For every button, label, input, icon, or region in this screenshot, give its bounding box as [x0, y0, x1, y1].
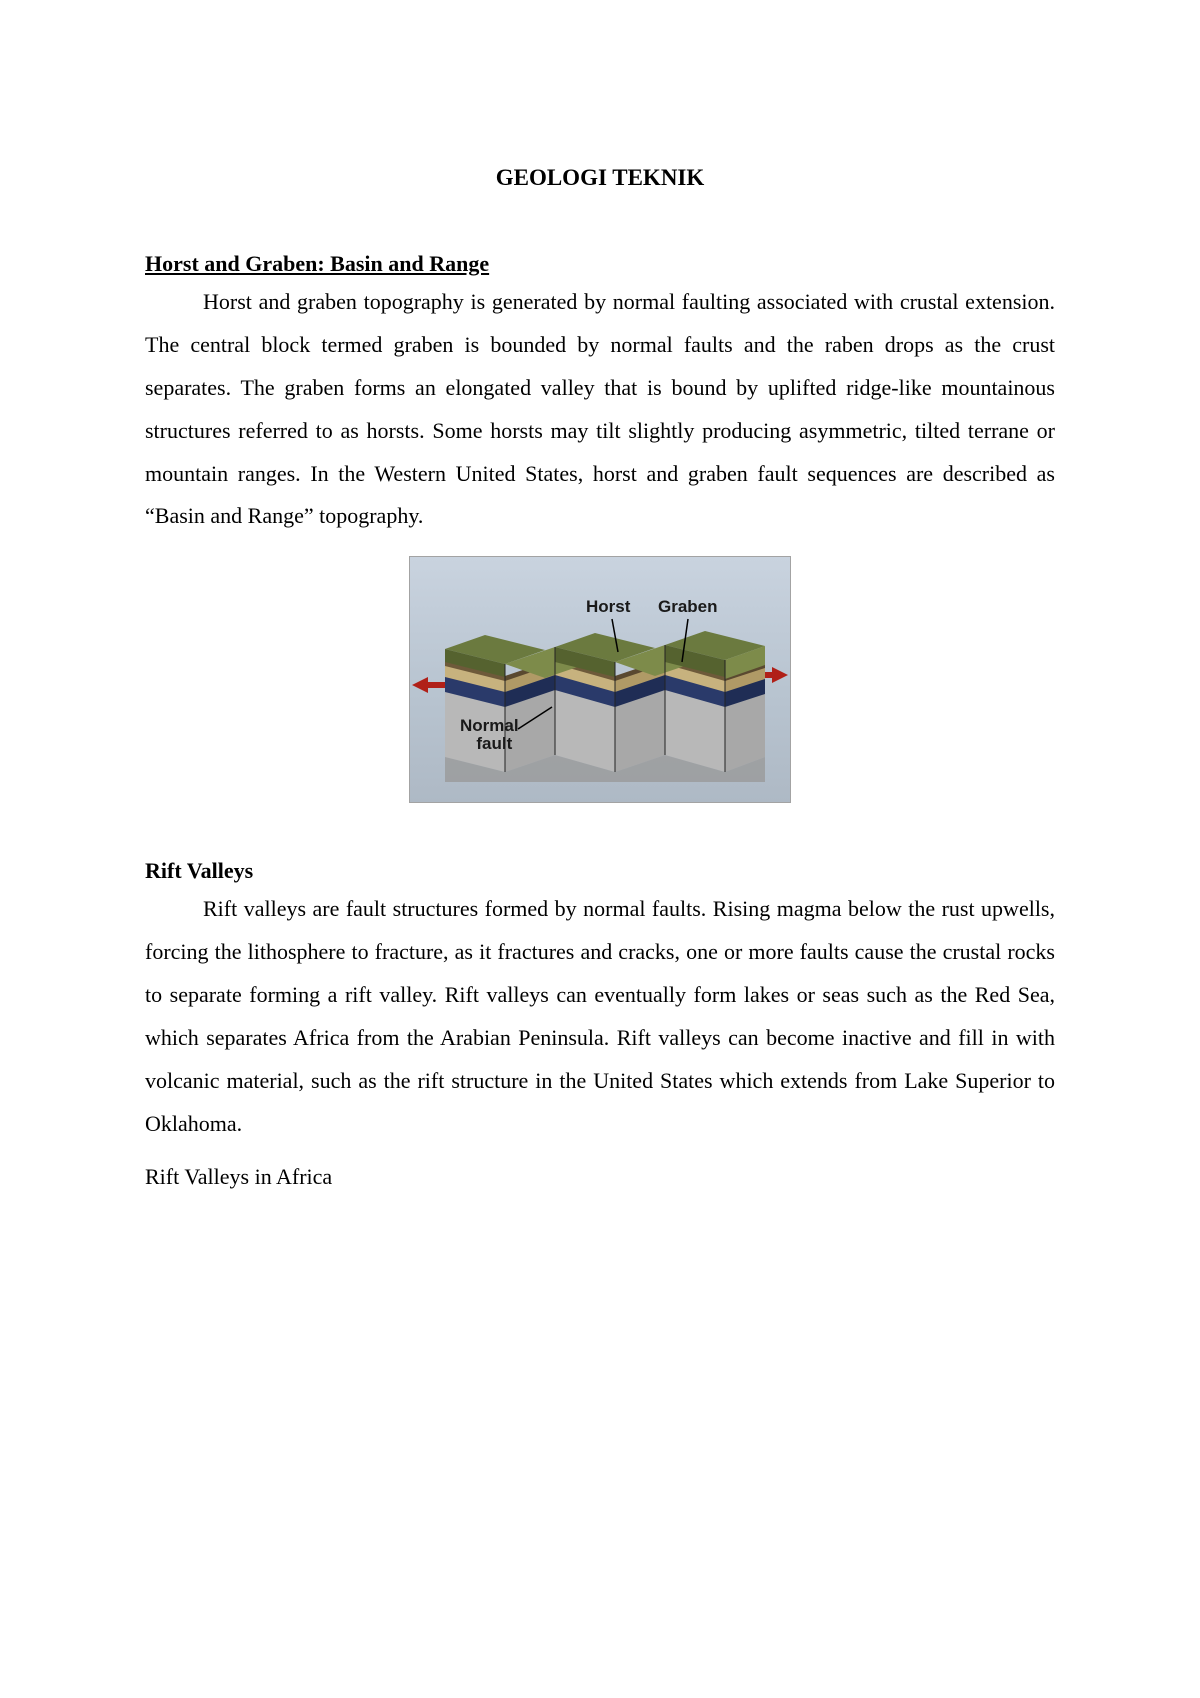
figure-container: Horst Graben Normal fault: [145, 556, 1055, 808]
figure-label-horst: Horst: [586, 597, 630, 617]
document-page: GEOLOGI TEKNIK Horst and Graben: Basin a…: [0, 0, 1200, 1199]
paragraph-rift-valleys: Rift valleys are fault structures formed…: [145, 888, 1055, 1145]
figure-label-graben: Graben: [658, 597, 718, 617]
section-heading-horst-graben: Horst and Graben: Basin and Range: [145, 251, 1055, 277]
block-tops: [445, 631, 765, 679]
paragraph-horst-graben: Horst and graben topography is generated…: [145, 281, 1055, 538]
figure-label-normal-fault: Normal fault: [460, 717, 519, 753]
horst-graben-diagram: Horst Graben Normal fault: [409, 556, 791, 803]
text-rift-valleys-africa: Rift Valleys in Africa: [145, 1156, 1055, 1199]
section-heading-rift-valleys: Rift Valleys: [145, 858, 1055, 884]
figure-label-fault: fault: [466, 734, 512, 753]
page-title: GEOLOGI TEKNIK: [145, 165, 1055, 191]
figure-label-normal: Normal: [460, 716, 519, 735]
diagram-svg: [410, 557, 790, 802]
